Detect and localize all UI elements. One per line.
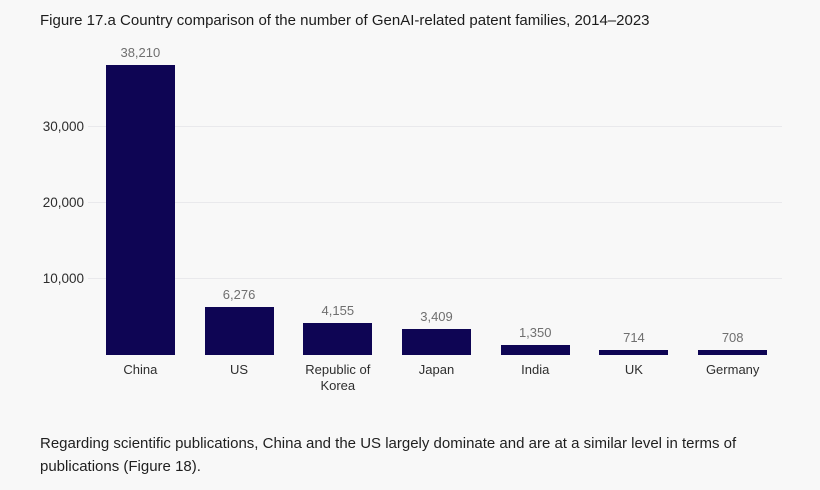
gridline [88, 126, 782, 128]
x-axis-category-label: China [123, 362, 158, 377]
figure-title: Figure 17.a Country comparison of the nu… [40, 12, 650, 29]
bar-value-label: 4,155 [321, 303, 355, 319]
x-axis-category-label: UK [624, 362, 643, 377]
y-axis-tick-label: 30,000 [42, 119, 84, 135]
y-axis-tick-label: 20,000 [42, 195, 84, 211]
bar-column-uk: 714 UK [585, 40, 684, 377]
bar-column-china: 38,210 China [91, 40, 190, 377]
bar-column-germany: 708 Germany [683, 40, 782, 377]
bar-value-label: 6,276 [222, 287, 256, 303]
bar-column-us: 6,276 US [190, 40, 289, 377]
bar-value-label: 38,210 [120, 44, 161, 60]
bar-group: 38,210 China 6,276 US 4,155 Republic of Korea… [91, 40, 782, 393]
bar-uk [599, 349, 669, 355]
bar-republic-of-korea [303, 323, 373, 355]
bar-value-label: 708 [721, 329, 744, 345]
bar-germany [698, 349, 768, 355]
bar-column-india: 1,350 India [486, 40, 585, 377]
bar-chart-plot-area: 38,210 China 6,276 US 4,155 Republic of Korea… [88, 40, 782, 393]
x-axis-category-label: Republic of Korea [305, 362, 371, 393]
bar-us [204, 307, 274, 355]
bar-value-label: 3,409 [420, 309, 453, 325]
bar-japan [402, 329, 472, 355]
bar-china [105, 64, 175, 355]
bar-value-label: 714 [623, 329, 645, 345]
y-axis-tick-label: 10,000 [42, 271, 84, 287]
x-axis-category-label: US [230, 362, 249, 377]
bar-column-japan: 3,409 Japan [387, 40, 486, 377]
figure-footnote: Regarding scientific publications, China… [40, 435, 737, 475]
bar-value-label: 1,350 [518, 324, 552, 340]
x-axis-category-label: Germany [705, 362, 760, 377]
gridline [88, 278, 782, 280]
bar-india [500, 344, 570, 355]
x-axis-category-label: Japan [418, 362, 455, 377]
gridline [88, 202, 782, 204]
bar-column-republic-of-korea: 4,155 Republic of Korea [288, 40, 387, 393]
x-axis-category-label: India [521, 362, 550, 377]
